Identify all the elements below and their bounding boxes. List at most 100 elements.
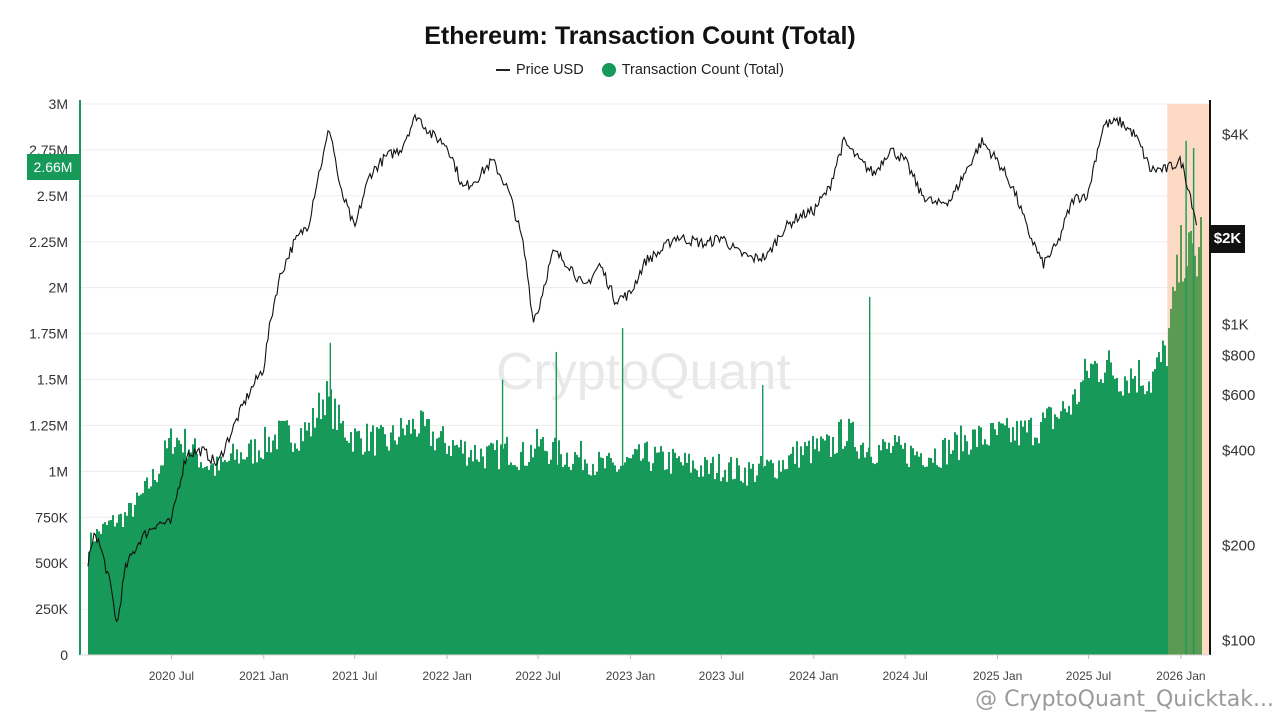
- tx-count-bar: [468, 457, 470, 655]
- tx-count-bar: [602, 458, 604, 655]
- tx-count-bar: [122, 526, 124, 655]
- tx-count-bar: [324, 415, 326, 655]
- tx-count-bar: [510, 462, 512, 655]
- tx-count-bar: [256, 462, 258, 655]
- tx-count-bar: [962, 451, 964, 655]
- tx-count-bar: [524, 465, 526, 655]
- tx-count-bar: [426, 419, 428, 655]
- tx-count-bar: [182, 452, 184, 655]
- tx-count-bar: [760, 455, 762, 655]
- tx-count-bar: [800, 446, 802, 655]
- tx-count-bar: [114, 526, 116, 655]
- tx-count-bar: [142, 493, 144, 655]
- tx-count-bar: [336, 429, 338, 655]
- tx-count-bar: [230, 453, 232, 655]
- tx-count-bar: [690, 472, 692, 655]
- tx-count-bar: [824, 440, 826, 655]
- tx-count-bar: [388, 450, 390, 655]
- legend-transaction-count[interactable]: Transaction Count (Total): [601, 62, 784, 78]
- tx-count-bar: [994, 429, 996, 655]
- tx-count-bar: [936, 465, 938, 655]
- tx-count-bar: [654, 446, 656, 655]
- tx-count-bar: [358, 430, 360, 655]
- tx-count-bar: [298, 450, 300, 655]
- tx-count-bar: [354, 428, 356, 655]
- left-tick-label: 3M: [49, 96, 68, 112]
- tx-count-bar: [928, 457, 930, 655]
- tx-count-bar: [934, 448, 936, 655]
- tx-count-bar: [1048, 406, 1050, 655]
- tx-count-bar: [694, 468, 696, 655]
- tx-count-bar: [648, 461, 650, 655]
- tx-count-bar: [1122, 395, 1124, 655]
- tx-count-bar: [1094, 360, 1096, 655]
- tx-count-bar: [216, 456, 218, 655]
- tx-count-bar: [700, 465, 702, 655]
- tx-count-bar: [234, 459, 236, 655]
- tx-count-bar: [392, 425, 394, 655]
- tx-count-bar: [412, 418, 414, 655]
- tx-count-bar: [470, 449, 472, 655]
- tx-count-bar: [1126, 380, 1128, 655]
- tx-count-bar: [1018, 445, 1020, 655]
- tx-count-bar: [1014, 440, 1016, 655]
- tx-count-bar: [496, 440, 498, 655]
- tx-count-bar: [812, 435, 814, 655]
- tx-count-bar: [1164, 345, 1166, 655]
- tx-count-bar: [1194, 255, 1196, 655]
- tx-count-bar: [592, 463, 594, 655]
- tx-count-bar: [612, 462, 614, 655]
- tx-count-bar: [528, 461, 530, 655]
- tx-count-bar: [558, 440, 560, 655]
- x-axis-ticks: 2020 Jul 2021 Jan 2021 Jul 2022 Jan 2022 Jul…: [149, 655, 1206, 683]
- left-tick-label: 1.75M: [29, 326, 68, 342]
- tx-count-bar: [1106, 360, 1108, 655]
- tx-count-bar: [474, 445, 476, 655]
- tx-count-bar: [650, 470, 652, 655]
- tx-count-bar: [562, 467, 564, 655]
- tx-count-bar: [1138, 359, 1140, 655]
- tx-count-bar: [972, 429, 974, 655]
- tx-count-bar: [288, 425, 290, 655]
- tx-count-bar: [1158, 352, 1160, 655]
- tx-count-bar: [684, 452, 686, 655]
- tx-count-bar: [498, 469, 500, 655]
- tx-count-bar: [888, 442, 890, 655]
- tx-count-bar: [706, 459, 708, 655]
- tx-count-bar: [998, 421, 1000, 655]
- tx-count-bar: [1044, 418, 1046, 655]
- tx-count-bar: [754, 481, 756, 655]
- tx-count-bar: [992, 422, 994, 655]
- tx-count-bar: [644, 442, 646, 655]
- tx-count-bar: [1118, 391, 1120, 655]
- tx-count-bar: [1176, 254, 1178, 655]
- tx-count-bar: [334, 398, 336, 655]
- tx-count-bar: [1026, 432, 1028, 655]
- tx-count-bar: [816, 438, 818, 655]
- tx-count-bar: [516, 466, 518, 655]
- chart-title: Ethereum: Transaction Count (Total): [424, 22, 856, 50]
- tx-count-bar: [1080, 382, 1082, 655]
- x-tick-label: 2020 Jul: [149, 669, 194, 683]
- tx-count-bar: [144, 480, 146, 655]
- tx-count-bar: [638, 444, 640, 655]
- tx-count-bar: [318, 392, 320, 655]
- tx-count-bar: [224, 460, 226, 655]
- tx-count-bar: [252, 463, 254, 655]
- tx-count-bar: [184, 428, 186, 655]
- tx-count-bar: [624, 462, 626, 655]
- tx-count-bar: [258, 450, 260, 655]
- tx-count-bar: [452, 440, 454, 655]
- tx-count-bar: [566, 452, 568, 655]
- tx-count-bar: [228, 460, 230, 655]
- tx-count-bar: [702, 476, 704, 655]
- tx-count-bar: [916, 451, 918, 655]
- legend-price-usd[interactable]: Price USD: [496, 62, 584, 78]
- tx-count-bar: [766, 459, 768, 655]
- tx-count-bar: [920, 453, 922, 655]
- left-tick-label: 1.5M: [37, 372, 68, 388]
- tx-count-bar: [534, 448, 536, 655]
- tx-count-bar: [1028, 419, 1030, 655]
- tx-count-bar: [462, 453, 464, 655]
